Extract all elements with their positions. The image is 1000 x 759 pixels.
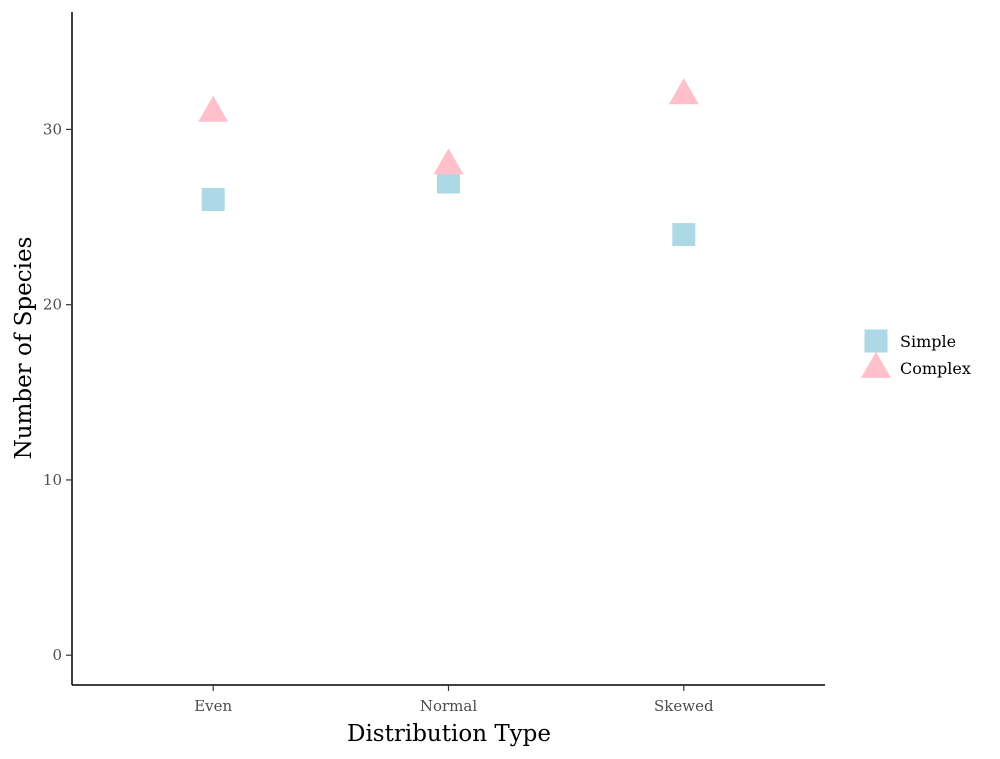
x-tick-label: Skewed bbox=[654, 697, 714, 715]
x-tick-label: Normal bbox=[420, 697, 477, 715]
x-tick-label: Even bbox=[194, 697, 232, 715]
point-complex-even bbox=[198, 95, 229, 122]
y-ticks: 0 10 20 30 bbox=[43, 120, 72, 664]
y-tick-label: 20 bbox=[43, 296, 62, 314]
legend-label-complex: Complex bbox=[900, 359, 971, 378]
legend: Simple Complex bbox=[861, 329, 971, 378]
y-axis-title: Number of Species bbox=[11, 237, 37, 460]
point-complex-normal bbox=[433, 148, 464, 175]
y-tick-label: 10 bbox=[43, 471, 62, 489]
x-ticks: Even Normal Skewed bbox=[194, 685, 714, 715]
legend-key-simple bbox=[864, 329, 888, 353]
y-tick-label: 30 bbox=[43, 120, 62, 138]
point-simple-skewed bbox=[672, 223, 696, 247]
point-complex-skewed bbox=[668, 78, 699, 105]
x-axis-title: Distribution Type bbox=[347, 721, 551, 747]
legend-key-complex bbox=[861, 351, 891, 378]
y-tick-label: 0 bbox=[52, 646, 62, 664]
plot-marks bbox=[198, 78, 699, 247]
point-simple-even bbox=[201, 188, 225, 212]
point-simple-normal bbox=[437, 170, 460, 194]
legend-label-simple: Simple bbox=[900, 332, 956, 351]
